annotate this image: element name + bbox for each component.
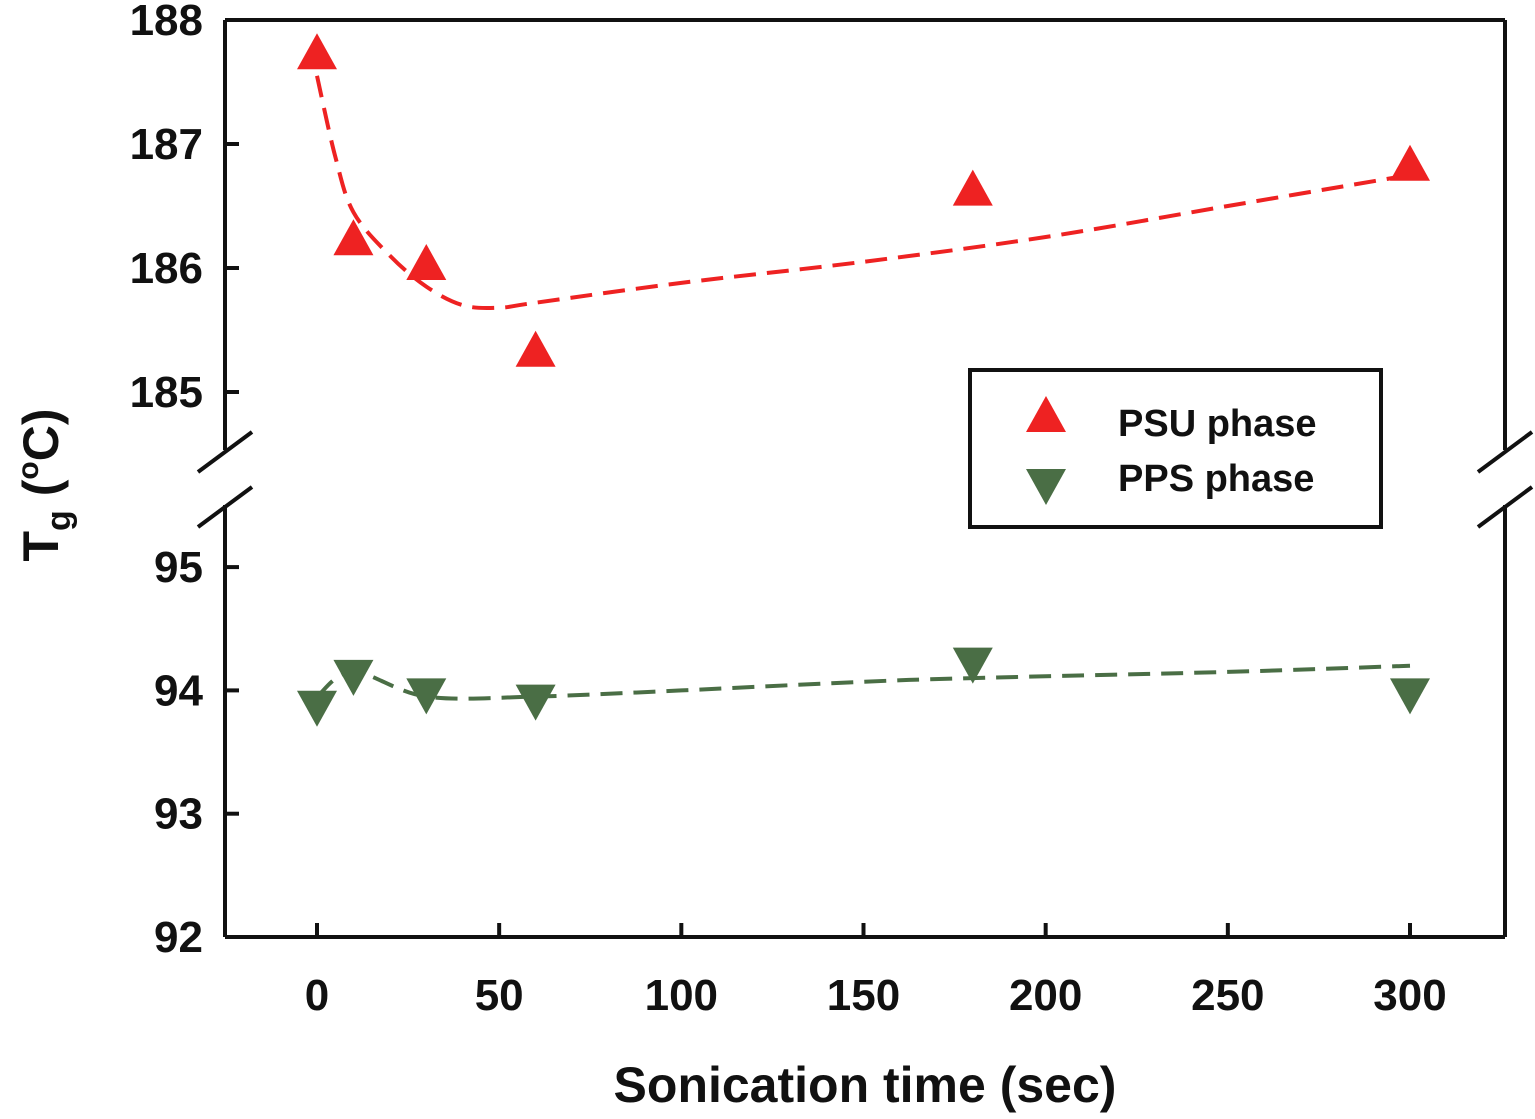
y-axis-title-subscript: g xyxy=(40,510,78,531)
y-tick-label-upper: 188 xyxy=(130,0,203,45)
x-tick-label: 0 xyxy=(305,971,329,1020)
y-tick-label-lower: 94 xyxy=(154,666,203,715)
legend-pps-marker-icon xyxy=(1026,469,1066,505)
y-tick-label-upper: 186 xyxy=(130,244,203,293)
axis-break-mark-left-lower xyxy=(196,485,254,529)
y-axis-title-unit: C) xyxy=(13,409,69,462)
x-tick-label: 100 xyxy=(645,971,718,1020)
data-point-psu xyxy=(406,244,447,280)
y-axis-title-open: ( xyxy=(13,479,69,510)
axis-break-mark-right-lower xyxy=(1476,485,1534,529)
data-point-psu xyxy=(515,330,556,367)
data-point-pps xyxy=(952,647,993,684)
data-point-pps xyxy=(406,678,447,715)
legend-box xyxy=(968,368,1383,529)
y-axis-title-main: T xyxy=(13,531,69,562)
x-tick-label: 250 xyxy=(1191,971,1264,1020)
data-point-psu xyxy=(333,219,374,256)
y-tick-label-upper: 187 xyxy=(130,120,203,169)
data-point-pps xyxy=(333,659,374,696)
data-markers xyxy=(297,33,1430,727)
data-point-psu xyxy=(952,169,993,206)
data-point-pps xyxy=(515,684,556,721)
y-tick-label-lower: 92 xyxy=(154,913,203,962)
x-tick-label: 50 xyxy=(475,971,524,1020)
legend-psu-label: PSU phase xyxy=(1118,403,1317,445)
legend-pps-label: PPS phase xyxy=(1118,458,1314,500)
x-tick-label: 150 xyxy=(827,971,900,1020)
x-tick-label: 200 xyxy=(1009,971,1082,1020)
x-axis-title: Sonication time (sec) xyxy=(614,1057,1117,1113)
y-axis-title: Tg (oC) xyxy=(12,409,78,562)
trend-lines xyxy=(315,75,1411,701)
data-point-psu xyxy=(1390,144,1430,181)
trend-line-psu xyxy=(315,75,1411,311)
axis-break-mark-left-upper xyxy=(196,430,254,474)
trend-line-pps xyxy=(315,663,1411,701)
data-point-pps xyxy=(297,690,337,727)
legend: PSU phase PPS phase xyxy=(968,368,1383,529)
data-point-pps xyxy=(1390,678,1430,715)
y-axis-title-degree: o xyxy=(12,461,45,479)
y-tick-label-upper: 185 xyxy=(130,368,203,417)
y-tick-label-lower: 93 xyxy=(154,790,203,839)
axes: 0 50 100 150 200 250 300 92 93 94 95 185 186 187 188 xyxy=(130,0,1534,1020)
legend-psu-marker-icon xyxy=(1026,396,1066,432)
x-tick-label: 300 xyxy=(1373,971,1446,1020)
axis-break-mark-right-upper xyxy=(1476,430,1534,474)
data-point-psu xyxy=(297,33,337,70)
y-tick-label-lower: 95 xyxy=(154,543,203,592)
